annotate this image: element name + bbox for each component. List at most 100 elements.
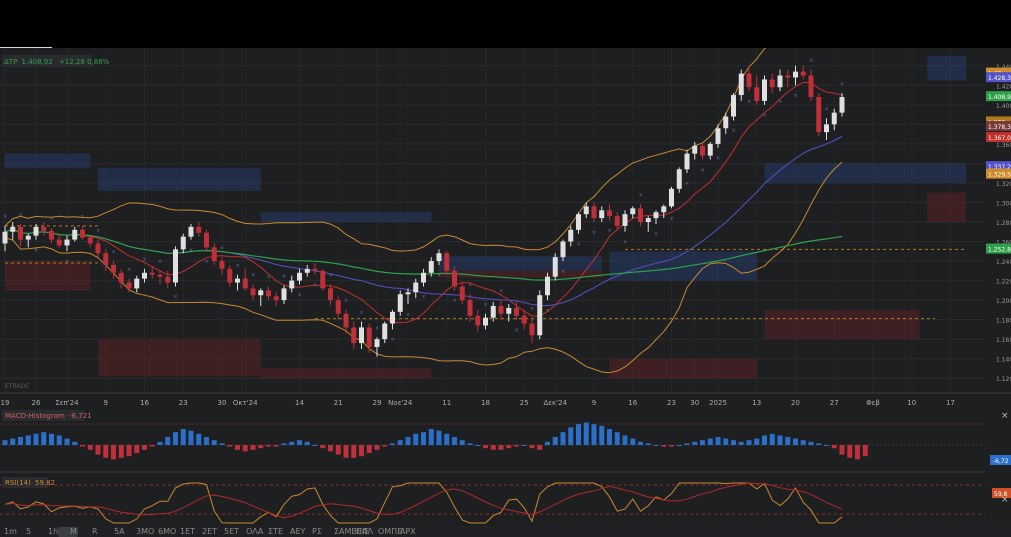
toolbar-item[interactable]: ΡΣ	[312, 527, 322, 536]
candle[interactable]	[405, 288, 411, 305]
candle[interactable]	[335, 296, 341, 320]
candle[interactable]	[777, 69, 783, 92]
candle[interactable]	[304, 264, 310, 277]
candle[interactable]	[800, 65, 806, 80]
candle[interactable]	[808, 69, 814, 101]
candle[interactable]	[552, 253, 558, 281]
toolbar-item[interactable]: 6MO	[158, 527, 177, 536]
candle[interactable]	[839, 93, 845, 117]
candle[interactable]	[769, 73, 775, 94]
candle[interactable]	[49, 227, 54, 244]
candle[interactable]	[211, 243, 217, 265]
candle[interactable]	[661, 204, 667, 219]
candle[interactable]	[467, 294, 473, 322]
candle[interactable]	[529, 317, 535, 344]
candle[interactable]	[521, 309, 527, 330]
candle[interactable]	[746, 65, 752, 92]
toolbar-item[interactable]: ΑΡΧ	[400, 527, 416, 536]
candle[interactable]	[537, 290, 543, 340]
toolbar-item[interactable]: 5A	[114, 527, 125, 536]
candle[interactable]	[599, 206, 605, 222]
candle[interactable]	[196, 222, 202, 237]
candle[interactable]	[754, 75, 760, 105]
candle[interactable]	[41, 222, 47, 236]
candle[interactable]	[80, 225, 85, 240]
candle[interactable]	[33, 223, 39, 240]
candle[interactable]	[715, 124, 721, 148]
candle[interactable]	[204, 229, 209, 252]
candle[interactable]	[645, 216, 651, 232]
toolbar-item[interactable]: 5ΕΤ	[224, 527, 240, 536]
toolbar-item[interactable]: 1m	[4, 527, 17, 536]
candle[interactable]	[126, 278, 132, 293]
candle[interactable]	[56, 233, 62, 248]
candle[interactable]	[568, 225, 574, 247]
candle[interactable]	[25, 233, 31, 248]
candle[interactable]	[824, 118, 829, 140]
toolbar-item[interactable]: R	[92, 527, 98, 536]
candle[interactable]	[475, 309, 481, 332]
candle[interactable]	[483, 313, 488, 330]
candle[interactable]	[591, 202, 597, 222]
candle[interactable]	[359, 321, 364, 349]
candle[interactable]	[173, 246, 178, 287]
candle[interactable]	[630, 206, 636, 219]
candle[interactable]	[576, 212, 581, 234]
candle[interactable]	[428, 257, 434, 277]
toolbar-item[interactable]: ΟΜΠΕ	[378, 527, 403, 536]
candle[interactable]	[653, 210, 659, 224]
candle[interactable]	[165, 270, 171, 289]
candle[interactable]	[180, 233, 186, 254]
toolbar-item[interactable]: ΟΛΑ	[246, 527, 264, 536]
candle[interactable]	[498, 300, 504, 320]
candle[interactable]	[366, 323, 372, 353]
candle[interactable]	[103, 249, 109, 271]
candle[interactable]	[351, 321, 357, 349]
candle[interactable]	[614, 212, 620, 230]
candle[interactable]	[459, 282, 465, 305]
candle[interactable]	[490, 302, 496, 322]
candle[interactable]	[188, 223, 194, 240]
candle[interactable]	[684, 149, 690, 174]
candle[interactable]	[95, 239, 101, 258]
candle[interactable]	[816, 93, 822, 137]
toolbar-item[interactable]: ΣΑΜΒΕΙΣ	[334, 527, 370, 536]
toolbar-item[interactable]: 2ΕΤ	[202, 527, 218, 536]
candle[interactable]	[250, 284, 256, 301]
candle[interactable]	[142, 268, 147, 283]
candle[interactable]	[831, 108, 837, 131]
toolbar-item[interactable]: ΑΕΥ	[290, 527, 306, 536]
candle[interactable]	[157, 270, 163, 285]
candle[interactable]	[118, 268, 124, 289]
candle[interactable]	[785, 69, 791, 88]
candle[interactable]	[343, 309, 349, 334]
candle[interactable]	[421, 268, 426, 287]
candle[interactable]	[397, 290, 403, 316]
candle[interactable]	[413, 278, 419, 299]
candle[interactable]	[583, 202, 589, 219]
candle[interactable]	[72, 226, 78, 242]
candle[interactable]	[607, 204, 612, 221]
toolbar-item[interactable]: ΣΤΕ	[268, 527, 283, 536]
candle[interactable]	[723, 112, 729, 135]
candle[interactable]	[692, 141, 698, 160]
candle[interactable]	[320, 268, 326, 291]
rsi-close-icon[interactable]: ×	[1001, 495, 1009, 505]
candle[interactable]	[242, 268, 248, 291]
candle[interactable]	[638, 204, 643, 226]
toolbar-item[interactable]: 1ΕΤ	[180, 527, 196, 536]
candle[interactable]	[289, 275, 295, 293]
candle[interactable]	[669, 186, 674, 209]
toolbar-item[interactable]: ΠΑΛ	[356, 527, 373, 536]
candle[interactable]	[273, 292, 279, 306]
candle[interactable]	[64, 235, 70, 252]
candle[interactable]	[227, 264, 233, 287]
candle[interactable]	[707, 141, 713, 160]
toolbar-item[interactable]: M	[70, 527, 77, 536]
candle[interactable]	[622, 210, 628, 232]
candle[interactable]	[444, 251, 450, 275]
candle[interactable]	[793, 65, 798, 86]
candle[interactable]	[219, 257, 225, 275]
stock-chart[interactable]: × × × × × × × × × × × × × × × × × × × × × × × × × × × × × × × × × × × × × × × ×…	[0, 48, 1011, 526]
candle[interactable]	[235, 274, 240, 291]
